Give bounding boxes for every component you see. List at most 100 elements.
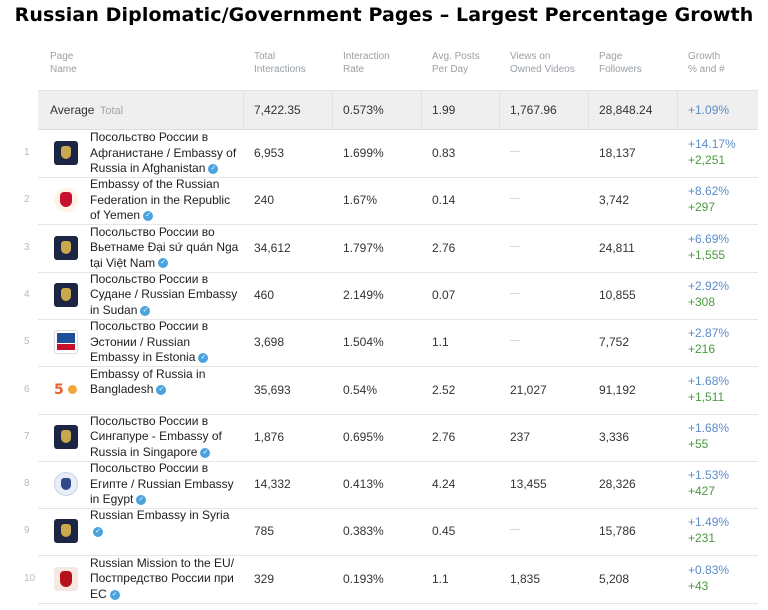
- avg-posts: 2.52: [432, 382, 456, 397]
- table-row[interactable]: 9 Russian Embassy in Syria✓ 785 0.383% 0.45 —…: [24, 508, 758, 557]
- total-interactions: 14,332: [254, 477, 291, 492]
- average-growth: +1.09%: [688, 103, 730, 117]
- table-row[interactable]: 3 Посольство России во Вьетнаме Đại sứ qu…: [24, 224, 758, 273]
- page-name-link[interactable]: Embassy of Russia in Bangladesh ✓: [90, 366, 206, 397]
- table-row[interactable]: 5 Посольство России в Эстонии / Russian E…: [24, 319, 758, 368]
- page-followers: 5,208: [599, 571, 630, 586]
- estonia-flag-icon[interactable]: [54, 330, 78, 355]
- average-posts: 1.99: [432, 103, 456, 117]
- table-row[interactable]: 10 Russian Mission to the EU/ Постпредств…: [24, 555, 758, 604]
- average-label: Average Total: [50, 103, 124, 117]
- col-header-page-followers[interactable]: Page Followers: [599, 51, 642, 75]
- page-name-link[interactable]: Посольство России во Вьетнаме Đại sứ quá…: [90, 224, 239, 270]
- col-header-total-interactions[interactable]: Total Interactions: [254, 51, 306, 75]
- total-interactions: 460: [254, 287, 275, 302]
- table-row[interactable]: 1 Посольство России в Афганистане / Embas…: [24, 130, 758, 178]
- interaction-rate: 1.797%: [343, 240, 384, 255]
- verified-icon: ✓: [200, 447, 211, 458]
- fifty-anniversary-icon[interactable]: 5: [54, 377, 78, 402]
- row-index: 10: [24, 572, 36, 584]
- avg-posts: 1.1: [432, 571, 449, 586]
- navy-crest-icon[interactable]: [54, 235, 78, 260]
- growth-count: +43: [688, 578, 709, 593]
- page-name-link[interactable]: Посольство России в Эстонии / Russian Em…: [90, 319, 209, 365]
- page-name-link[interactable]: Russian Mission to the EU/ Постпредство …: [90, 555, 235, 601]
- page-followers: 7,752: [599, 335, 630, 350]
- avg-posts: 2.76: [432, 429, 456, 444]
- avg-posts: 2.76: [432, 240, 456, 255]
- col-header-growth[interactable]: Growth% and #: [688, 51, 725, 75]
- page-name-link[interactable]: Посольство России в Судане / Russian Emb…: [90, 271, 238, 317]
- avg-posts: 0.07: [432, 287, 456, 302]
- total-interactions: 785: [254, 524, 275, 539]
- navy-crest-icon[interactable]: [54, 141, 78, 165]
- avg-posts: 0.14: [432, 193, 456, 208]
- total-interactions: 240: [254, 193, 275, 208]
- video-views: —: [510, 287, 520, 299]
- total-interactions: 329: [254, 571, 275, 586]
- col-header-avg-posts[interactable]: Avg. Posts Per Day: [432, 51, 480, 75]
- page-name-link[interactable]: Embassy of the Russian Federation in the…: [90, 177, 231, 223]
- navy-crest-icon[interactable]: [54, 424, 78, 449]
- table-row[interactable]: 8 Посольство России в Египте / Russian Em…: [24, 461, 758, 510]
- video-views: —: [510, 193, 520, 205]
- page-name-link[interactable]: Посольство России в Сингапуре - Embassy …: [90, 413, 222, 459]
- growth-count: +1,511: [688, 389, 725, 404]
- verified-icon: ✓: [140, 305, 151, 316]
- page-name-link[interactable]: Посольство России в Афганистане / Embass…: [90, 130, 237, 175]
- growth-percent: +8.62%: [688, 184, 730, 199]
- page-followers: 24,811: [599, 240, 635, 255]
- average-followers: 28,848.24: [599, 103, 653, 117]
- page-followers: 3,742: [599, 193, 630, 208]
- avg-posts: 4.24: [432, 477, 456, 492]
- video-views: —: [510, 335, 520, 347]
- total-interactions: 3,698: [254, 335, 285, 350]
- growth-count: +308: [688, 294, 716, 309]
- video-views: 1,835: [510, 571, 541, 586]
- average-row: Average Total 7,422.35 0.573% 1.99 1,767…: [38, 91, 758, 130]
- verified-icon: ✓: [136, 494, 147, 505]
- growth-percent: +1.68%: [688, 373, 730, 388]
- col-header-page-name[interactable]: Page Name: [50, 51, 77, 75]
- table-row[interactable]: 4 Посольство России в Судане / Russian Em…: [24, 271, 758, 320]
- total-interactions: 1,876: [254, 429, 285, 444]
- page-followers: 91,192: [599, 382, 636, 397]
- round-seal-icon[interactable]: [54, 472, 78, 497]
- navy-crest-icon[interactable]: [54, 282, 78, 307]
- total-interactions: 34,612: [254, 240, 291, 255]
- col-header-interaction-rate[interactable]: Interaction Rate: [343, 51, 390, 75]
- video-views: —: [510, 240, 520, 252]
- interaction-rate: 1.699%: [343, 146, 384, 160]
- table-row[interactable]: 2 Embassy of the Russian Federation in th…: [24, 177, 758, 226]
- verified-icon: ✓: [156, 384, 167, 395]
- page-name-link[interactable]: Посольство России в Египте / Russian Emb…: [90, 461, 234, 507]
- row-index: 6: [24, 383, 30, 395]
- interaction-rate: 1.504%: [343, 335, 384, 350]
- col-header-video-views[interactable]: Views on Owned Videos: [510, 51, 575, 75]
- verified-icon: ✓: [208, 163, 219, 174]
- verified-icon: ✓: [143, 211, 154, 222]
- growth-count: +216: [688, 342, 716, 357]
- video-views: 237: [510, 429, 531, 444]
- russian-crest-icon[interactable]: [54, 188, 78, 213]
- growth-percent: +1.49%: [688, 515, 730, 530]
- page-name-link[interactable]: Russian Embassy in Syria✓: [90, 508, 230, 537]
- row-index: 3: [24, 241, 30, 253]
- table-row[interactable]: 6 5 Embassy of Russia in Bangladesh ✓ 35,693…: [24, 366, 758, 415]
- growth-count: +1,555: [688, 247, 726, 262]
- growth-count: +297: [688, 200, 716, 215]
- navy-crest-icon[interactable]: [54, 519, 78, 544]
- row-index: 5: [24, 336, 30, 348]
- interaction-rate: 0.193%: [343, 571, 384, 586]
- table-row[interactable]: 7 Посольство России в Сингапуре - Embassy…: [24, 413, 758, 462]
- growth-count: +55: [688, 436, 709, 451]
- interaction-rate: 0.54%: [343, 382, 378, 397]
- video-views: 21,027: [510, 382, 547, 397]
- video-views: —: [510, 524, 520, 536]
- avg-posts: 0.45: [432, 524, 456, 539]
- growth-percent: +2.87%: [688, 326, 730, 341]
- growth-percent: +6.69%: [688, 231, 730, 246]
- average-rate: 0.573%: [343, 103, 384, 117]
- red-crest-icon[interactable]: [54, 566, 78, 591]
- interaction-rate: 1.67%: [343, 193, 378, 208]
